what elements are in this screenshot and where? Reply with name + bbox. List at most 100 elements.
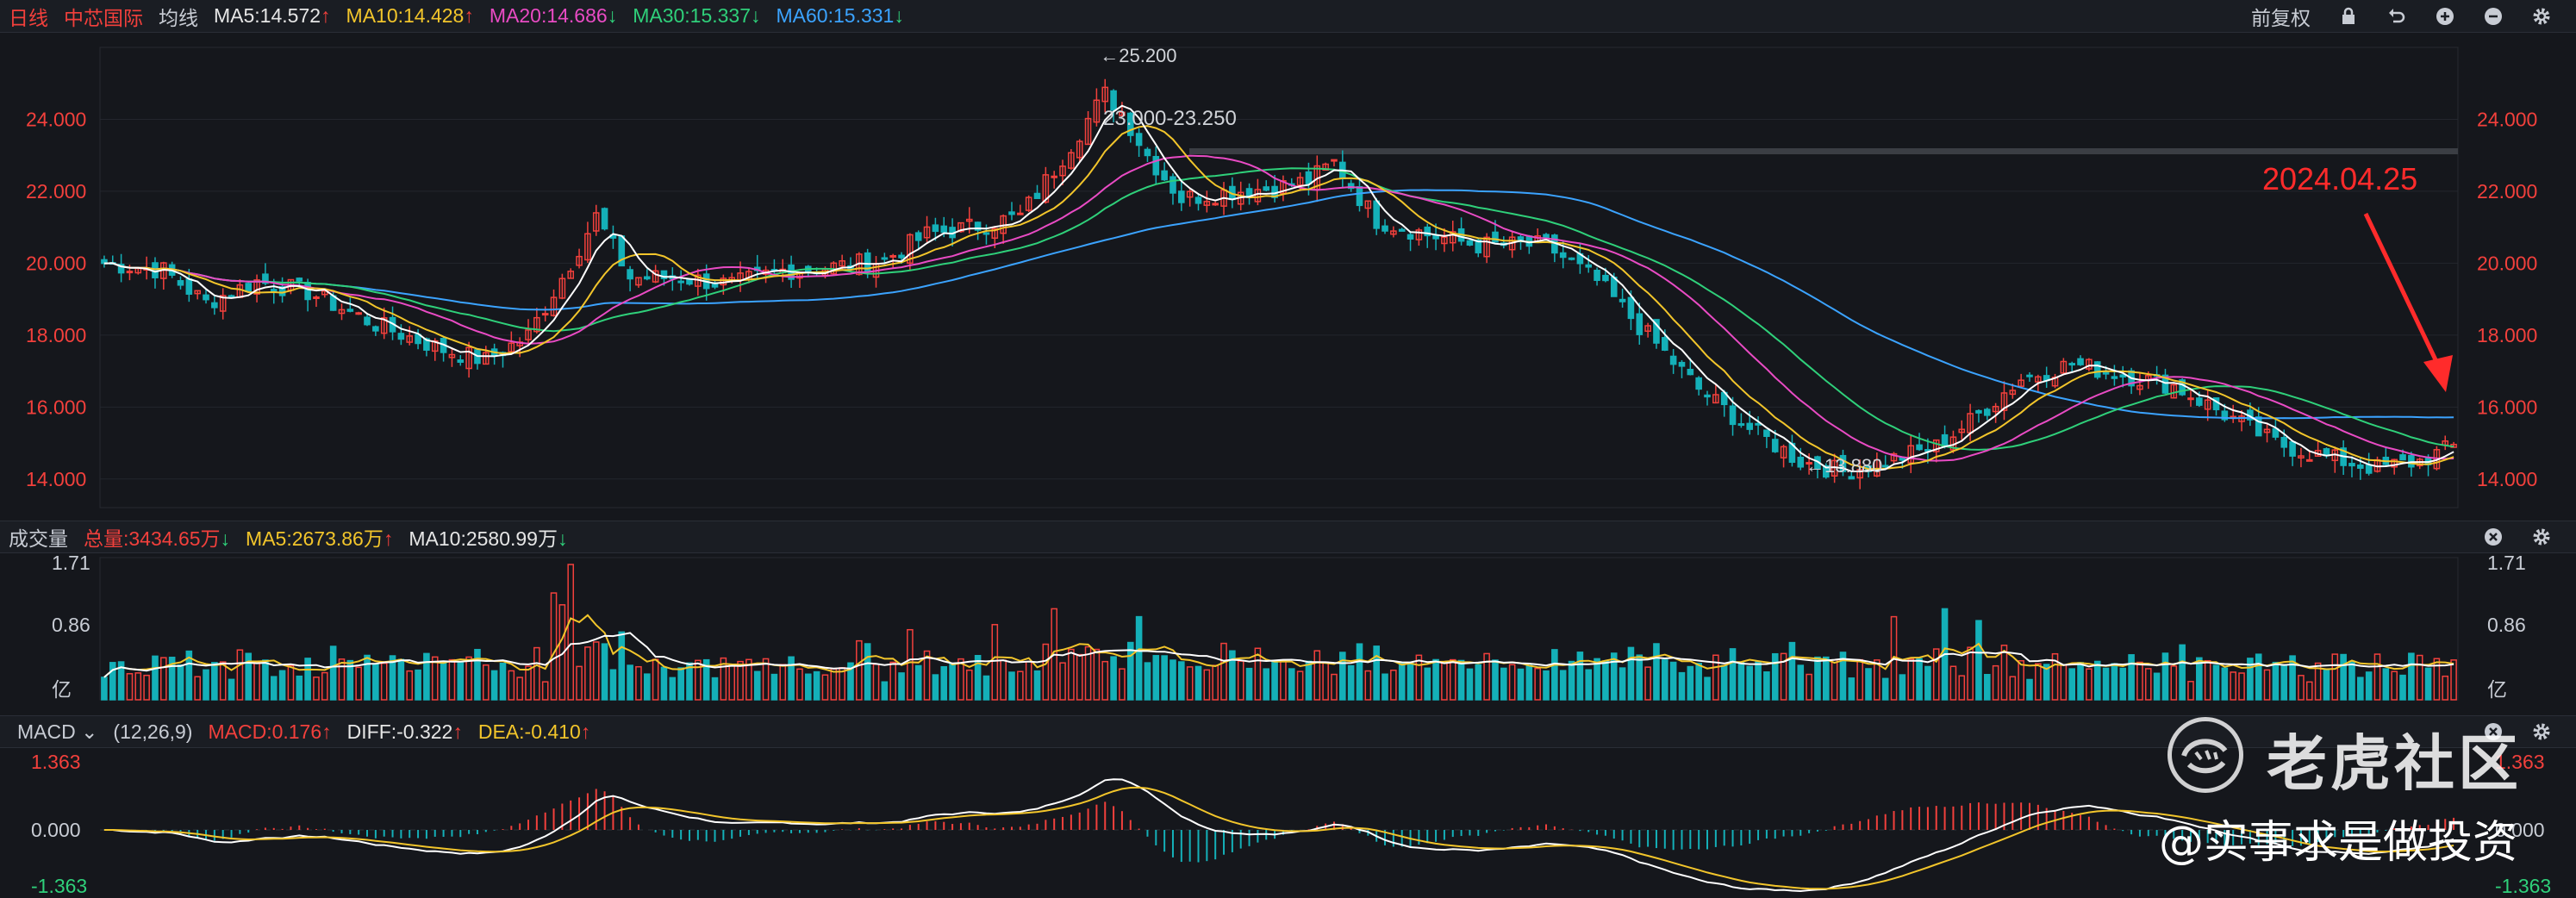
candle (313, 296, 320, 300)
candle (2305, 458, 2313, 462)
zoom-out-icon[interactable] (2483, 6, 2504, 27)
volume-tick-right: 0.86 (2487, 614, 2526, 636)
volume-bar (2221, 667, 2229, 701)
candle (914, 232, 922, 241)
volume-bar (321, 671, 328, 701)
ma30-line (103, 167, 2454, 451)
volume-bar (1492, 659, 1499, 701)
volume-bar (228, 678, 235, 701)
volume-bar (2136, 661, 2143, 701)
candle (346, 309, 354, 312)
gear-icon[interactable] (2531, 6, 2552, 27)
volume-bar (991, 624, 999, 701)
volume-toolbar (2483, 521, 2567, 552)
volume-bar (2009, 676, 2017, 701)
volume-bar (932, 674, 939, 701)
chevron-down-icon[interactable]: ⌄ (81, 720, 98, 743)
macd-diff-line (103, 778, 2454, 893)
candle (957, 221, 964, 233)
candle (1746, 422, 1754, 430)
stock-name[interactable]: 中芯国际 (64, 6, 143, 29)
volume-title[interactable]: 成交量 (9, 527, 68, 550)
volume-bar (2340, 653, 2347, 701)
volume-bar (923, 650, 931, 701)
volume-bar (618, 631, 626, 701)
candle (1280, 180, 1287, 195)
candle (1856, 469, 1863, 479)
gear-icon[interactable] (2531, 721, 2552, 742)
volume-bar (372, 663, 379, 701)
adjust-select[interactable]: 前复权 (2251, 6, 2311, 29)
volume-bar (830, 668, 838, 701)
volume-bar (1610, 652, 1618, 701)
candle (550, 296, 558, 316)
candle (364, 316, 371, 326)
volume-bar (2093, 660, 2101, 701)
gear-icon[interactable] (2531, 527, 2552, 547)
volume-bar (1296, 670, 1304, 701)
candle (406, 335, 414, 343)
volume-bar (839, 667, 845, 701)
volume-bar (1237, 660, 1244, 701)
candle (1729, 405, 1737, 426)
candle (1033, 192, 1041, 199)
volume-bar (313, 677, 320, 701)
volume-bar (2298, 675, 2305, 701)
volume-bar (881, 681, 889, 701)
volume-bar (949, 663, 956, 701)
volume-bar (1203, 669, 1211, 701)
candle (2000, 392, 2008, 411)
candle (1407, 234, 1414, 240)
volume-bar (2314, 662, 2322, 701)
volume-bar (1212, 664, 1219, 701)
candle (1466, 240, 1474, 246)
volume-bar (1653, 643, 1660, 701)
volume-bar (134, 672, 142, 701)
candle (1848, 476, 1856, 480)
zoom-in-icon[interactable] (2435, 6, 2455, 27)
volume-bar (1720, 664, 1728, 701)
lock-icon[interactable] (2338, 6, 2359, 27)
undo-icon[interactable] (2386, 6, 2407, 27)
volume-bar (1382, 673, 1388, 701)
volume-header-bar: 成交量 总量:3434.65万↓ MA5:2673.86万↑ MA10:2580… (0, 521, 2576, 553)
candle (185, 278, 193, 295)
candle (1331, 159, 1338, 162)
macd-tick-right: 0.000 (2495, 819, 2545, 841)
candle (448, 353, 456, 359)
candle (1627, 296, 1635, 320)
volume-bar (1636, 654, 1644, 701)
close-icon[interactable] (2483, 527, 2504, 547)
price-tick-left: 18.000 (26, 324, 86, 346)
volume-bar (1076, 653, 1083, 701)
dea-value: DEA:-0.410↑ (477, 720, 591, 743)
candle (592, 212, 600, 232)
volume-bar (499, 663, 507, 701)
volume-bar (745, 658, 752, 701)
volume-bar (1543, 670, 1550, 701)
candle (1771, 439, 1779, 452)
macd-indicator-select[interactable]: MACD ⌄ (17, 720, 98, 743)
ma60-line (103, 189, 2454, 420)
volume-bar (652, 658, 659, 701)
volume-bar (1534, 667, 1541, 701)
candle (974, 221, 982, 231)
candle (296, 278, 303, 282)
candle (1305, 171, 1313, 184)
ma-title[interactable]: 均线 (159, 6, 198, 29)
candle (2399, 454, 2406, 461)
volume-bar (2382, 668, 2390, 701)
volume-bar (1042, 643, 1050, 701)
volume-bar (2247, 658, 2254, 701)
close-icon[interactable] (2483, 721, 2504, 742)
candle (2348, 463, 2355, 467)
low-annotation: ←13.880 (1806, 455, 1882, 477)
candle (372, 326, 379, 332)
candle (1101, 86, 1109, 103)
period-label[interactable]: 日线 (9, 6, 48, 29)
volume-bar (1194, 665, 1202, 701)
volume-bar (1856, 658, 1863, 701)
volume-bar (278, 670, 286, 701)
candle (2009, 390, 2017, 396)
